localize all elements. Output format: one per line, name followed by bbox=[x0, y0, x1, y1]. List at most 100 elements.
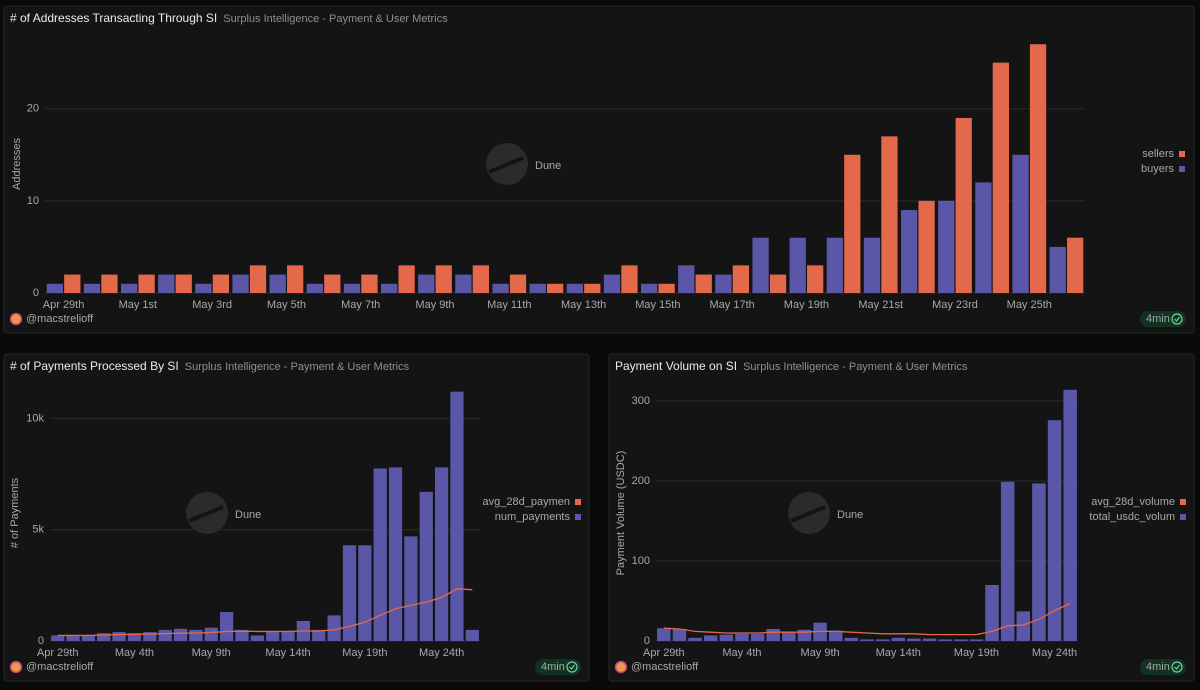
bar bbox=[881, 136, 898, 293]
bar bbox=[1049, 246, 1066, 293]
refresh-check bbox=[1174, 316, 1180, 322]
bar bbox=[358, 545, 372, 641]
author: @macstrelioff bbox=[26, 661, 94, 673]
watermark-logo-slash bbox=[188, 505, 224, 523]
bar bbox=[398, 265, 415, 293]
bar bbox=[343, 283, 361, 293]
bar bbox=[844, 637, 859, 641]
watermark: Dune bbox=[837, 509, 863, 521]
x-tick-label: May 9th bbox=[801, 647, 840, 659]
bar bbox=[312, 629, 326, 641]
bar bbox=[1063, 389, 1077, 641]
x-tick-label: May 5th bbox=[267, 299, 306, 311]
legend-label: num_payments bbox=[495, 511, 571, 523]
bar bbox=[204, 627, 218, 641]
refresh-check bbox=[1174, 664, 1180, 670]
bar bbox=[232, 274, 249, 293]
bar bbox=[381, 283, 398, 293]
bar bbox=[954, 639, 968, 641]
bar bbox=[112, 632, 126, 641]
bar bbox=[1029, 44, 1047, 293]
bar bbox=[715, 274, 732, 293]
y-tick-label: 100 bbox=[632, 555, 650, 567]
bar bbox=[455, 274, 472, 293]
author-avatar bbox=[9, 312, 23, 326]
y-tick-label: 10k bbox=[26, 412, 44, 424]
bar bbox=[955, 117, 972, 293]
x-tick-label: May 24th bbox=[1032, 647, 1077, 659]
bar bbox=[938, 639, 952, 641]
refresh-icon bbox=[1171, 313, 1183, 325]
bar bbox=[844, 154, 861, 293]
y-tick-label: 0 bbox=[33, 287, 39, 299]
bar bbox=[97, 633, 111, 641]
bar bbox=[249, 265, 267, 293]
x-tick-label: May 1st bbox=[119, 299, 158, 311]
bar bbox=[138, 274, 155, 293]
x-tick-label: May 7th bbox=[341, 299, 380, 311]
bar bbox=[342, 545, 357, 641]
refresh-icon bbox=[566, 661, 578, 673]
legend-label: avg_28d_volume bbox=[1091, 496, 1175, 508]
bar bbox=[529, 283, 546, 293]
bar bbox=[143, 632, 157, 641]
bar bbox=[621, 265, 638, 293]
watermark: Dune bbox=[535, 160, 561, 172]
bar bbox=[975, 182, 992, 293]
bar bbox=[658, 283, 675, 293]
refresh-time: 4min bbox=[1146, 661, 1170, 673]
bar bbox=[175, 274, 192, 293]
bar bbox=[860, 639, 874, 641]
bar bbox=[657, 628, 671, 641]
bar bbox=[735, 633, 749, 641]
bar bbox=[719, 634, 734, 641]
bar bbox=[1067, 237, 1084, 293]
title: # of Payments Processed By SI bbox=[10, 359, 179, 373]
panel-title: # of Payments Processed By SI Surplus Int… bbox=[10, 359, 410, 373]
panel-title: # of Addresses Transacting Through SI Sur… bbox=[10, 11, 448, 25]
bar bbox=[212, 274, 229, 293]
bar bbox=[766, 629, 780, 641]
x-tick-label: May 4th bbox=[722, 647, 761, 659]
bar bbox=[195, 283, 212, 293]
bar bbox=[219, 612, 234, 641]
bar bbox=[287, 265, 304, 293]
bar bbox=[603, 274, 621, 293]
watermark: Dune bbox=[235, 509, 261, 521]
bar bbox=[81, 635, 96, 641]
y-tick-label: 5k bbox=[32, 524, 44, 536]
refresh-check bbox=[569, 664, 575, 670]
bar bbox=[678, 265, 695, 293]
x-tick-label: May 3rd bbox=[192, 299, 232, 311]
bar bbox=[732, 265, 749, 293]
x-tick-label: May 15th bbox=[635, 299, 680, 311]
bar bbox=[750, 633, 765, 641]
bar bbox=[127, 633, 142, 641]
bar bbox=[266, 630, 280, 641]
x-tick-label: May 19th bbox=[342, 647, 387, 659]
bar bbox=[922, 638, 937, 641]
legend-swatch bbox=[1180, 499, 1186, 505]
bar bbox=[121, 283, 138, 293]
watermark-logo-slash bbox=[790, 505, 826, 523]
refresh-time: 4min bbox=[1146, 313, 1170, 325]
x-tick-label: May 19th bbox=[954, 647, 999, 659]
y-axis-title: Addresses bbox=[11, 138, 23, 190]
bar bbox=[1047, 420, 1062, 641]
y-tick-label: 300 bbox=[632, 395, 650, 407]
bar bbox=[695, 274, 712, 293]
bar bbox=[361, 274, 378, 293]
bar bbox=[901, 210, 918, 293]
subtitle: Surplus Intelligence - Payment & User Me… bbox=[223, 13, 448, 25]
bar bbox=[875, 639, 890, 641]
x-tick-label: May 19th bbox=[784, 299, 829, 311]
legend-label: total_usdc_volum bbox=[1089, 511, 1175, 523]
y-tick-label: 200 bbox=[632, 475, 650, 487]
bar bbox=[672, 629, 687, 641]
bar bbox=[83, 283, 101, 293]
bar bbox=[891, 637, 906, 641]
subtitle: Surplus Intelligence - Payment & User Me… bbox=[185, 361, 410, 373]
bar bbox=[306, 283, 323, 293]
author: @macstrelioff bbox=[26, 313, 94, 325]
bar bbox=[703, 635, 718, 641]
